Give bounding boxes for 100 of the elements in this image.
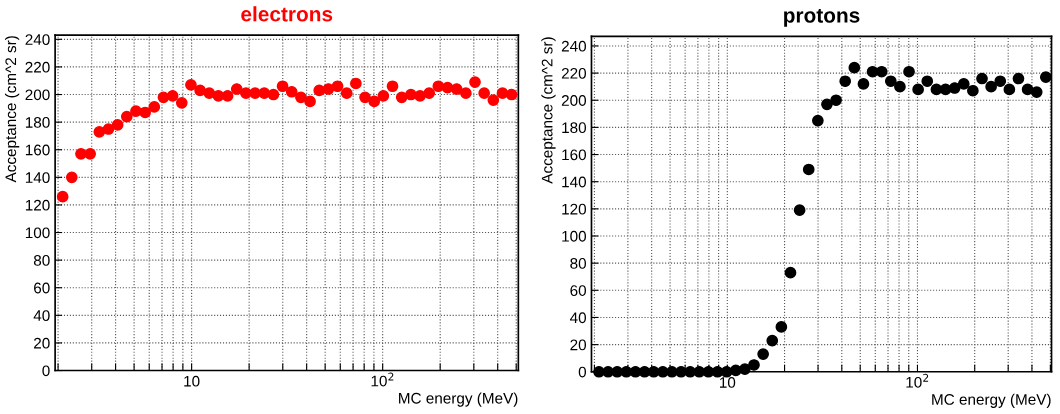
point <box>249 87 261 99</box>
point <box>414 90 426 102</box>
y-tick-label: 140 <box>562 176 587 188</box>
y-axis-title: Acceptance (cm^2 sr) <box>541 37 556 184</box>
y-tick-label: 40 <box>569 312 587 324</box>
point <box>368 95 381 108</box>
point <box>894 80 906 93</box>
point <box>102 123 115 135</box>
point <box>359 91 371 104</box>
y-tick-label: 100 <box>25 227 50 239</box>
point <box>839 75 852 88</box>
point <box>166 90 179 102</box>
point <box>65 171 78 184</box>
y-tick-label: 160 <box>562 149 587 161</box>
point <box>848 61 861 74</box>
y-tick-label: 180 <box>25 117 50 128</box>
point <box>450 83 463 95</box>
point <box>1003 83 1016 96</box>
x-axis-title: MC energy (MeV) <box>399 392 518 407</box>
point <box>377 90 390 102</box>
point <box>185 79 197 91</box>
point <box>276 80 289 93</box>
y-tick-label: 60 <box>34 282 50 294</box>
point <box>386 80 399 93</box>
y-tick-label: 180 <box>562 122 587 134</box>
point <box>230 83 243 95</box>
point <box>1012 72 1025 85</box>
point <box>985 80 997 93</box>
y-axis-title: Acceptance (cm^2 sr) <box>4 36 20 183</box>
point <box>423 87 436 99</box>
point <box>120 110 133 123</box>
point <box>912 83 924 96</box>
point <box>1039 71 1052 84</box>
x-tick-label: 10 <box>184 375 200 387</box>
y-tick-label: 160 <box>25 144 50 156</box>
y-tick-label: 240 <box>561 40 587 52</box>
point <box>739 363 751 375</box>
x-axis-title: MC energy (MeV) <box>932 393 1051 408</box>
y-tick-label: 100 <box>562 230 587 242</box>
point <box>487 94 500 106</box>
y-tick-label: 20 <box>34 337 50 349</box>
point <box>967 84 979 97</box>
y-tick-label: 0 <box>578 366 587 378</box>
point <box>976 72 988 85</box>
y-tick-label: 120 <box>562 203 587 215</box>
y-tick-label: 20 <box>570 339 587 351</box>
point <box>93 125 106 138</box>
point <box>295 91 307 104</box>
point <box>766 334 779 347</box>
point <box>350 77 362 90</box>
point <box>139 106 151 119</box>
x-tick-label: 10$^{2}$ <box>906 373 929 388</box>
point <box>395 91 408 104</box>
y-tick-label: 200 <box>561 95 587 106</box>
point <box>821 98 833 111</box>
point <box>903 65 915 78</box>
point <box>478 87 491 99</box>
point <box>194 84 206 97</box>
point <box>793 204 806 217</box>
chart-title: electrons <box>241 6 333 22</box>
y-tick-label: 60 <box>570 285 587 296</box>
point <box>496 87 509 99</box>
point <box>884 75 897 88</box>
point <box>267 88 280 101</box>
point <box>322 83 335 95</box>
point <box>1021 83 1034 96</box>
point <box>148 101 161 113</box>
y-tick-label: 0 <box>42 365 50 377</box>
x-tick-label: 10 <box>719 377 736 388</box>
y-tick-label: 80 <box>570 258 587 269</box>
point <box>948 82 961 94</box>
x-tick-label: 10$^{2}$ <box>371 372 394 387</box>
y-tick-label: 140 <box>25 172 50 184</box>
point <box>505 88 518 101</box>
y-tick-label: 200 <box>25 89 50 101</box>
point <box>460 87 472 99</box>
point <box>469 76 481 88</box>
point <box>331 80 344 93</box>
y-tick-label: 120 <box>25 199 50 211</box>
point <box>830 94 842 107</box>
y-tick-label: 240 <box>25 34 50 46</box>
point <box>857 78 870 90</box>
point <box>1030 86 1043 98</box>
point <box>784 266 797 279</box>
point <box>258 87 271 99</box>
point <box>775 321 788 333</box>
point <box>802 163 815 176</box>
point <box>130 105 142 117</box>
point <box>304 95 316 108</box>
point <box>757 348 769 360</box>
point <box>994 75 1007 88</box>
point <box>285 85 298 98</box>
y-tick-label: 220 <box>25 61 50 73</box>
y-tick-label: 220 <box>561 67 587 79</box>
point <box>175 96 188 109</box>
y-tick-label: 80 <box>33 255 50 266</box>
y-tick-label: 40 <box>33 310 50 322</box>
point <box>203 87 216 99</box>
point <box>56 190 69 203</box>
point <box>957 78 970 90</box>
